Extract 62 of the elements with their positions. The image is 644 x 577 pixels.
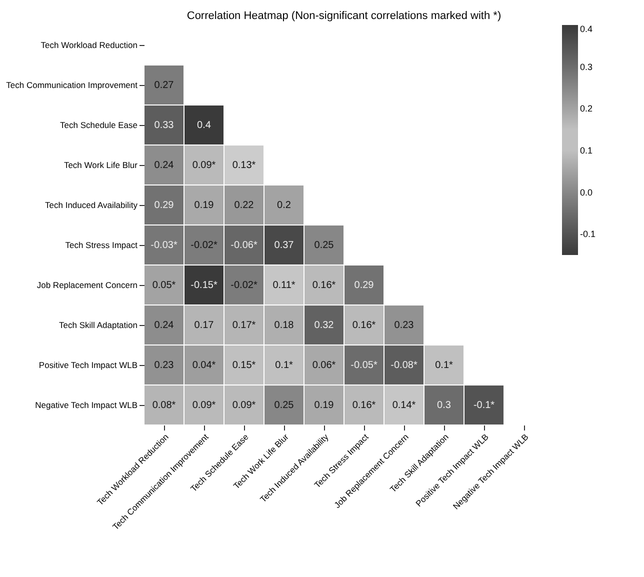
y-tick-label: Tech Work Life Blur <box>64 160 138 170</box>
data-label: -0.15* <box>190 280 218 291</box>
data-label: 0.24 <box>154 160 174 171</box>
data-label: 0.1* <box>435 360 454 371</box>
chart-title: Correlation Heatmap (Non-significant correlations marked with *) <box>186 10 502 22</box>
data-label: 0.32 <box>314 320 334 331</box>
data-label: 0.19 <box>314 400 334 411</box>
data-label: 0.09* <box>232 400 256 411</box>
data-label: 0.27 <box>154 80 174 91</box>
data-label: 0.16* <box>312 280 336 291</box>
y-tick-label: Job Replacement Concern <box>36 280 138 290</box>
y-tick-label: Tech Workload Reduction <box>40 40 138 50</box>
data-label: -0.05* <box>350 360 378 371</box>
data-label: 0.37 <box>274 240 294 251</box>
color-bar-label: 0.0 <box>580 187 593 198</box>
y-tick-label: Tech Stress Impact <box>65 240 138 250</box>
data-label: 0.4 <box>197 120 212 131</box>
data-label: -0.03* <box>150 240 178 251</box>
color-bar-label: 0.2 <box>580 104 593 114</box>
data-label: -0.1* <box>473 400 495 411</box>
data-label: 0.14* <box>392 400 416 411</box>
color-bar-label: 0.1 <box>580 145 593 156</box>
data-label: 0.05* <box>152 280 176 291</box>
y-tick-label: Tech Skill Adaptation <box>59 320 138 330</box>
data-label: 0.11* <box>272 280 296 291</box>
data-label: 0.25 <box>274 400 294 411</box>
data-label: -0.08* <box>390 360 418 371</box>
data-label: 0.17* <box>232 320 256 331</box>
data-label: 0.08* <box>152 400 176 411</box>
data-label: 0.09* <box>192 160 216 171</box>
data-label: 0.16* <box>352 400 376 411</box>
data-label: 0.19 <box>194 200 214 211</box>
y-tick-label: Tech Schedule Ease <box>60 120 138 130</box>
data-label: 0.33 <box>154 120 174 131</box>
y-tick-label: Tech Induced Availability <box>45 200 138 210</box>
data-label: 0.24 <box>154 320 174 331</box>
data-label: 0.1* <box>275 360 294 371</box>
data-label: -0.02* <box>230 280 258 291</box>
data-label: 0.09* <box>192 400 216 411</box>
data-label: 0.17 <box>194 320 214 331</box>
y-tick-label: Positive Tech Impact WLB <box>38 360 138 370</box>
data-label: -0.06* <box>230 240 258 251</box>
data-label: 0.22 <box>234 200 254 211</box>
data-label: 0.13* <box>232 160 256 171</box>
data-label: -0.02* <box>190 240 218 251</box>
data-label: 0.06* <box>312 360 336 371</box>
data-label: 0.15* <box>232 360 256 371</box>
data-label: 0.23 <box>154 360 174 371</box>
data-label: 0.23 <box>394 320 414 331</box>
y-tick-label: Tech Communication Improvement <box>6 80 138 90</box>
data-label: 0.04* <box>192 360 216 371</box>
y-tick-label: Negative Tech Impact WLB <box>35 400 138 410</box>
data-label: 0.18 <box>274 320 294 331</box>
data-label: 0.2 <box>277 200 292 211</box>
data-label: 0.29 <box>154 200 174 211</box>
data-label: 0.29 <box>354 280 374 291</box>
color-bar-label: 0.3 <box>580 62 593 72</box>
data-label: 0.3 <box>437 400 452 411</box>
data-label: 0.16* <box>352 320 376 331</box>
data-label: 0.25 <box>314 240 334 251</box>
color-bar-label: 0.4 <box>580 24 593 34</box>
color-bar-label: -0.1 <box>580 229 596 240</box>
